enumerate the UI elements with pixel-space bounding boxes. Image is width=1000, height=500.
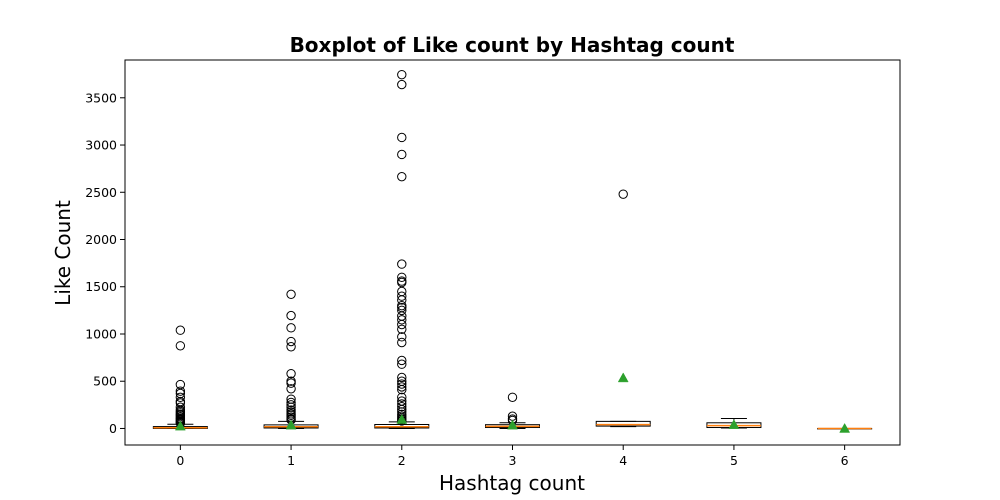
flier-point xyxy=(397,171,407,182)
flier-point xyxy=(286,368,296,379)
mean-marker xyxy=(617,372,629,383)
y-tick-label: 1000 xyxy=(85,326,117,341)
x-tick-label: 4 xyxy=(619,453,627,468)
x-axis-title: Hashtag count xyxy=(439,471,585,495)
y-tick-label: 3000 xyxy=(85,138,117,153)
flier-point xyxy=(397,379,407,389)
x-tick-label: 0 xyxy=(176,453,184,468)
flier-point xyxy=(397,355,407,366)
flier-point xyxy=(286,323,296,333)
y-tick-label: 2500 xyxy=(85,185,117,200)
flier-point xyxy=(397,286,407,297)
y-tick-label: 2000 xyxy=(85,232,117,247)
flier-point xyxy=(397,372,407,383)
x-tick-label: 5 xyxy=(730,453,738,468)
flier-point xyxy=(397,132,407,143)
y-axis-title: Like Count xyxy=(51,200,75,306)
flier-point xyxy=(286,342,296,352)
flier-point xyxy=(397,402,407,412)
flier-point xyxy=(397,319,407,330)
flier-point xyxy=(175,325,186,335)
flier-point xyxy=(397,382,407,392)
mean-marker xyxy=(174,420,186,431)
flier-point xyxy=(175,341,186,351)
x-tick-label: 6 xyxy=(841,453,849,468)
flier-point xyxy=(397,295,407,305)
flier-point xyxy=(397,385,407,395)
y-tick-label: 1500 xyxy=(85,279,117,294)
flier-point xyxy=(507,392,518,402)
plot-frame xyxy=(124,59,901,446)
flier-point xyxy=(397,359,407,369)
flier-point xyxy=(397,277,407,288)
flier-point xyxy=(175,386,186,396)
flier-point xyxy=(286,384,296,394)
flier-point xyxy=(618,189,628,199)
flier-point xyxy=(397,392,407,402)
flier-point xyxy=(397,337,407,348)
flier-point xyxy=(397,332,407,342)
flier-point xyxy=(175,392,186,402)
box-iqr xyxy=(595,420,651,427)
y-tick-label: 3500 xyxy=(85,90,117,105)
flier-point xyxy=(397,300,407,311)
flier-point xyxy=(175,379,186,390)
plot-layer: 0 500 1000 1500 2000 2500 3000 3500 0 1 2 3 4 5 6 xyxy=(85,69,873,468)
flier-point xyxy=(286,289,296,300)
flier-point xyxy=(286,336,296,347)
flier-point xyxy=(397,69,407,80)
flier-point xyxy=(286,310,296,321)
flier-point xyxy=(397,79,407,90)
flier-point xyxy=(397,259,407,269)
flier-point xyxy=(397,324,407,334)
y-tick-label: 0 xyxy=(109,421,117,436)
x-tick-label: 3 xyxy=(509,453,517,468)
mean-marker xyxy=(728,419,740,429)
y-tick-label: 500 xyxy=(93,374,117,389)
chart-title: Boxplot of Like count by Hashtag count xyxy=(290,33,735,57)
mean-marker xyxy=(839,422,851,433)
flier-point xyxy=(397,291,407,301)
flier-point xyxy=(397,272,407,283)
flier-point xyxy=(286,397,296,408)
mean-marker xyxy=(285,419,297,430)
x-tick-label: 2 xyxy=(398,453,406,468)
flier-point xyxy=(286,400,296,410)
flier-point xyxy=(397,315,407,325)
flier-point xyxy=(397,149,407,160)
flier-point xyxy=(397,305,407,316)
flier-point xyxy=(286,378,296,388)
mean-marker xyxy=(507,419,518,430)
x-tick-label: 1 xyxy=(287,453,295,468)
mean-marker xyxy=(396,413,408,424)
